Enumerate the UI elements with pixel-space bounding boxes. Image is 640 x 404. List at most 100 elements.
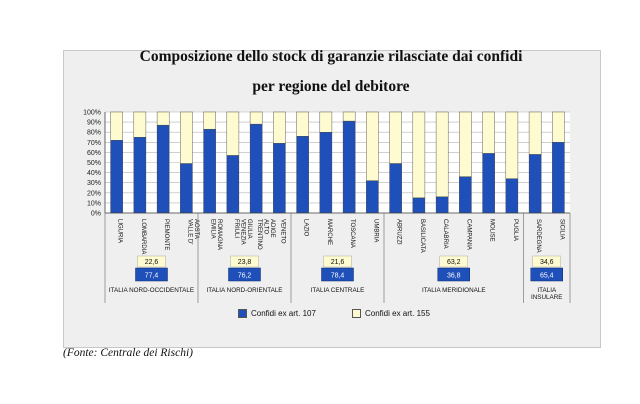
x-tick-label: ABRUZZI: [396, 219, 402, 245]
x-tick-label: TRENTINOALTOADIGE: [256, 219, 275, 250]
y-tick-label: 10%: [87, 200, 101, 207]
bar-107: [273, 143, 286, 214]
bar-107: [459, 176, 472, 214]
bar-107: [366, 180, 379, 214]
x-tick-label: PIEMONTE: [163, 219, 169, 250]
source-note: (Fonte: Centrale dei Rischi): [63, 347, 193, 359]
bar-107: [133, 137, 147, 214]
legend-swatch-155: [352, 309, 361, 318]
bar-107: [296, 136, 309, 214]
share-155-label: 34,6: [540, 259, 554, 266]
bar-155: [435, 111, 449, 198]
share-107-label: 76,2: [238, 273, 252, 280]
bar-107: [482, 153, 495, 214]
x-tick-label: BASILICATA: [419, 219, 425, 253]
share-107-box: [228, 267, 261, 282]
chart-title: Composizione dello stock di garanzie ril…: [139, 48, 523, 65]
share-155-label: 22,6: [145, 259, 159, 266]
bar-155: [366, 111, 379, 181]
x-tick-label: EMILIAROMAGNA: [210, 219, 223, 250]
bar-107: [226, 155, 240, 214]
bar-107: [552, 142, 565, 214]
x-tick-label: CALABRIA: [442, 219, 448, 249]
share-107-label: 36,8: [447, 273, 461, 280]
y-tick-label: 70%: [87, 140, 101, 147]
y-tick-label: 40%: [87, 170, 101, 177]
bar-107: [180, 163, 193, 214]
y-tick-label: 0%: [91, 211, 101, 218]
share-107-label: 77,4: [145, 273, 159, 280]
share-107-box: [437, 267, 470, 282]
legend-item-107: Confidi ex art. 107: [238, 309, 316, 318]
x-tick-label: LAZIO: [303, 219, 309, 237]
share-155-label: 23,8: [238, 259, 252, 266]
share-107-box: [135, 267, 168, 282]
y-tick-label: 100%: [83, 110, 101, 117]
legend-item-155: Confidi ex art. 155: [352, 309, 430, 318]
bar-155: [319, 111, 333, 133]
bar-155: [180, 111, 193, 164]
bar-155: [389, 111, 402, 164]
bar-155: [342, 111, 356, 122]
bar-155: [249, 111, 263, 125]
bar-155: [505, 111, 519, 179]
bar-107: [528, 154, 542, 214]
share-107-box: [321, 267, 354, 282]
share-107-label: 78,4: [331, 273, 345, 280]
bar-155: [110, 111, 123, 141]
bar-155: [156, 111, 170, 126]
bar-155: [412, 111, 426, 199]
x-tick-label: CAMPANIA: [465, 219, 471, 250]
bar-107: [389, 163, 402, 214]
x-tick-label: SICILIA: [558, 219, 564, 240]
bar-155: [226, 111, 240, 156]
bar-155: [482, 111, 495, 154]
bar-107: [342, 120, 356, 214]
bar-155: [203, 111, 216, 130]
bar-107: [435, 196, 449, 214]
y-tick-label: 60%: [87, 150, 101, 157]
x-tick-label: VENETO: [279, 219, 285, 244]
share-107-label: 65,4: [540, 273, 554, 280]
x-tick-label: VALLE D'AOSTA: [186, 219, 199, 244]
x-tick-label: UMBRIA: [372, 219, 378, 242]
share-155-box: [323, 255, 352, 268]
legend-swatch-107: [238, 309, 247, 318]
share-107-box: [530, 267, 563, 282]
x-tick-label: PUGLIA: [512, 219, 518, 241]
macro-area-label: ITALIA NORD-ORIENTALE: [206, 287, 282, 294]
legend-label-107: Confidi ex art. 107: [251, 309, 316, 318]
macro-area-label: ITALIA NORD-OCCIDENTALE: [109, 287, 194, 294]
bar-107: [505, 178, 519, 214]
bar-155: [552, 111, 565, 143]
bar-107: [249, 123, 263, 214]
x-tick-label: LIGURIA: [117, 219, 123, 243]
y-tick-label: 80%: [87, 130, 101, 137]
y-tick-label: 20%: [87, 190, 101, 197]
y-tick-label: 50%: [87, 160, 101, 167]
bar-107: [319, 131, 333, 214]
bar-107: [110, 140, 123, 214]
x-tick-label: TOSCANA: [349, 219, 355, 248]
bar-155: [133, 111, 147, 138]
share-155-box: [532, 255, 561, 268]
bar-155: [296, 111, 309, 137]
macro-area-label: ITALIA CENTRALE: [311, 287, 365, 294]
share-155-box: [137, 255, 166, 268]
bar-107: [203, 128, 216, 214]
chart-subtitle: per regione del debitore: [252, 78, 410, 95]
y-tick-label: 30%: [87, 180, 101, 187]
share-155-box: [439, 255, 468, 268]
bar-107: [156, 124, 170, 214]
share-155-box: [230, 255, 259, 268]
macro-area-label: ITALIA INSULARE: [531, 287, 563, 301]
x-tick-label: FRIULIVENEZIAGIULIA: [233, 219, 252, 245]
macro-area-label: ITALIA MERIDIONALE: [422, 287, 486, 294]
bar-155: [273, 111, 286, 144]
x-tick-label: LOMBARDIA: [140, 219, 146, 254]
x-tick-label: MOLISE: [489, 219, 495, 242]
bar-155: [459, 111, 472, 177]
share-155-label: 63,2: [447, 259, 461, 266]
bar-107: [412, 197, 426, 214]
